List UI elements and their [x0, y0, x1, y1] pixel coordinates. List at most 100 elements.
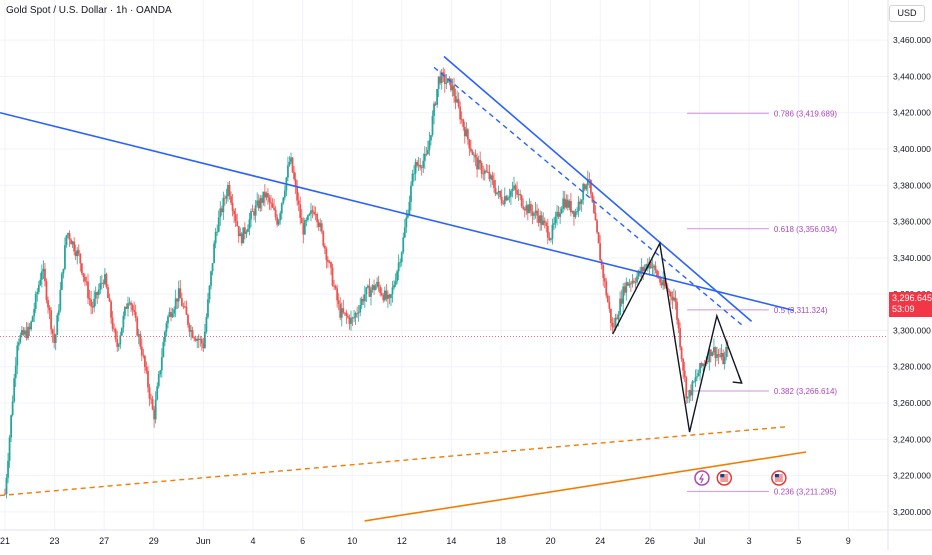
- candle-body: [688, 390, 691, 397]
- candle-body: [496, 192, 498, 194]
- candle-body: [251, 211, 254, 212]
- candle-body: [39, 279, 42, 285]
- candle-body: [716, 354, 718, 358]
- candle-body: [325, 248, 328, 260]
- candle-body: [673, 297, 675, 301]
- candle-body: [434, 103, 437, 105]
- candle-body: [257, 200, 260, 209]
- candle-body: [319, 223, 322, 227]
- candle-body: [313, 212, 315, 214]
- current-price-tag: 3,296.645 53:09: [889, 292, 932, 317]
- candle-body: [430, 135, 432, 141]
- candle-body: [577, 201, 580, 212]
- candle-body: [594, 212, 597, 221]
- candle-body: [629, 283, 632, 285]
- candle-body: [385, 290, 388, 300]
- candle-body: [302, 223, 305, 235]
- candle-body: [354, 313, 357, 318]
- candle-body: [317, 222, 320, 227]
- currency-selector[interactable]: USD: [889, 5, 925, 22]
- x-tick-label: 10: [347, 536, 357, 546]
- candle-body: [536, 210, 538, 216]
- candle-body: [583, 183, 586, 190]
- candle-body: [551, 224, 554, 239]
- candle-body: [668, 291, 671, 293]
- candle-body: [150, 398, 152, 400]
- candle-body: [124, 306, 126, 316]
- y-tick-label: 3,280.000: [893, 362, 931, 372]
- candle-body: [76, 250, 79, 257]
- candle-body: [160, 357, 163, 371]
- x-tick-label: Jun: [196, 536, 211, 546]
- candle-body: [676, 301, 678, 320]
- candle-body: [559, 213, 562, 217]
- candle-body: [706, 360, 709, 363]
- candle-body: [382, 295, 385, 301]
- candle-body: [351, 317, 354, 319]
- candle-body: [274, 209, 277, 218]
- candle-body: [433, 103, 435, 117]
- candle-body: [288, 161, 291, 166]
- candle-body: [82, 273, 85, 277]
- candle-body: [534, 210, 537, 214]
- candle-body: [119, 335, 122, 345]
- candle-body: [708, 349, 711, 363]
- candle-body: [330, 262, 332, 268]
- candle-body: [54, 334, 57, 344]
- lightning-glyph: [698, 473, 704, 484]
- candle-body: [196, 338, 199, 341]
- candle-body: [100, 282, 103, 284]
- candle-body: [626, 282, 629, 286]
- candle-body: [294, 178, 297, 187]
- candle-body: [471, 151, 474, 156]
- descending-trendline-upper: [443, 55, 753, 322]
- candle-body: [291, 157, 294, 172]
- candle-body: [506, 197, 509, 201]
- candle-body: [380, 293, 383, 296]
- candle-body: [303, 220, 306, 235]
- candle-body: [490, 175, 492, 180]
- candle-body: [310, 210, 312, 214]
- candle-body: [442, 72, 445, 75]
- candle-body: [205, 317, 208, 332]
- candle-body: [619, 298, 622, 315]
- candle-body: [114, 329, 117, 340]
- candle-body: [296, 186, 299, 201]
- candle-body: [699, 363, 701, 374]
- candle-body: [436, 89, 439, 105]
- candle-body: [370, 289, 372, 297]
- y-tick-label: 3,460.000: [893, 35, 931, 45]
- candle-body: [191, 330, 194, 338]
- candle-body: [422, 160, 425, 168]
- candle-body: [254, 205, 257, 216]
- candle-body: [448, 78, 451, 80]
- candle-body: [390, 294, 392, 298]
- candle-body: [19, 335, 22, 343]
- bar-countdown: 53:09: [892, 304, 915, 314]
- candle-body: [187, 314, 189, 325]
- y-tick-label: 3,200.000: [893, 507, 931, 517]
- projection-zigzag: [612, 241, 743, 433]
- candle-body: [597, 232, 600, 244]
- candle-body: [500, 196, 503, 204]
- lightning-icon: [694, 470, 710, 486]
- y-tick-label: 3,260.000: [893, 398, 931, 408]
- candle-body: [722, 353, 725, 364]
- candle-body: [176, 298, 179, 302]
- candle-body: [10, 415, 13, 438]
- candle-body: [539, 215, 542, 223]
- candle-body: [170, 312, 172, 318]
- candle-body: [642, 267, 645, 272]
- candle-body: [180, 298, 183, 306]
- candle-body: [104, 274, 106, 284]
- candle-body: [365, 287, 368, 295]
- candle-body: [328, 261, 331, 263]
- candle-body: [491, 175, 494, 181]
- candle-body: [210, 271, 212, 286]
- candle-body: [260, 198, 263, 203]
- x-tick-label: 6: [300, 536, 305, 546]
- candle-body: [30, 321, 33, 330]
- candle-body: [64, 245, 66, 269]
